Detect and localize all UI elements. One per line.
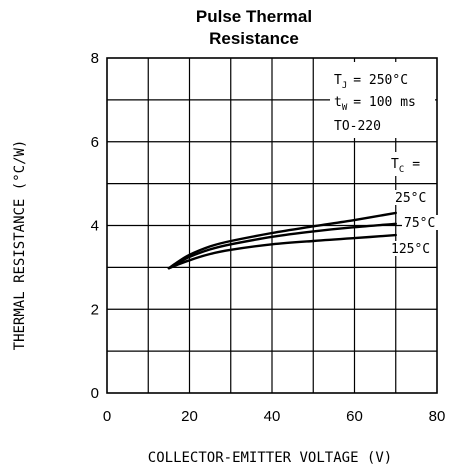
x-tick-label: 0: [103, 408, 111, 425]
chart-title-line-1: Pulse Thermal: [196, 7, 312, 26]
tj-condition: TJ = 250°C: [334, 73, 408, 91]
y-tick-label: 6: [91, 134, 99, 151]
tc-background: [388, 152, 435, 176]
series-label: 25°C: [395, 191, 426, 206]
y-tick-label: 2: [91, 301, 99, 318]
y-tick-label: 8: [91, 50, 99, 67]
tw-subscript: W: [342, 103, 348, 113]
tc-symbol: T: [391, 157, 399, 172]
series-line-2: [167, 233, 397, 270]
tick-labels: 0 20 40 60 80 0 2 4 6 8: [91, 50, 446, 425]
x-tick-label: 20: [181, 408, 198, 425]
tw-value: = 100 ms: [353, 95, 416, 110]
series-label-background: [393, 190, 429, 205]
series-label: 125°C: [391, 242, 430, 257]
tj-subscript: J: [342, 81, 347, 91]
y-tick-label: 0: [91, 385, 99, 402]
chart-title-line-2: Resistance: [209, 29, 299, 48]
conditions-background: [330, 62, 435, 138]
tj-symbol: T: [334, 73, 342, 88]
x-axis-label: COLLECTOR-EMITTER VOLTAGE (V): [148, 450, 392, 466]
package-condition: TO-220: [334, 119, 381, 134]
tj-value: = 250°C: [353, 73, 408, 88]
tc-value: =: [412, 157, 420, 172]
conditions-box: TJ = 250°C tW = 100 ms TO-220: [330, 62, 435, 138]
series-labels: 25°C 75°C 125°C: [389, 190, 438, 257]
series-line-1: [167, 222, 397, 270]
curves: [167, 211, 397, 270]
series-label-background: [389, 241, 433, 256]
tc-subscript: C: [399, 165, 404, 175]
tw-condition: tW = 100 ms: [334, 95, 416, 113]
series-line-0: [167, 211, 397, 270]
y-axis-label: THERMAL RESISTANCE (°C/W): [12, 140, 28, 351]
x-tick-label: 40: [264, 408, 281, 425]
series-label: 75°C: [404, 216, 435, 231]
x-tick-label: 80: [429, 408, 446, 425]
tc-header: TC =: [391, 157, 420, 175]
y-tick-label: 4: [91, 218, 99, 235]
tw-symbol: t: [334, 95, 342, 110]
x-tick-label: 60: [346, 408, 363, 425]
series-label-background: [402, 215, 438, 230]
